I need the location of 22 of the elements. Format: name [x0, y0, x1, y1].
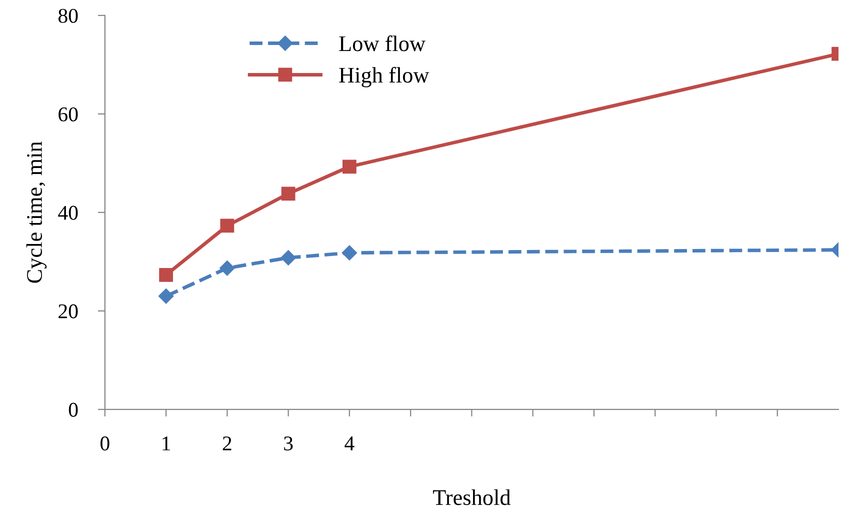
- x-tick-label: 1: [162, 436, 170, 450]
- point: [158, 288, 174, 304]
- point: [220, 260, 235, 276]
- y-tick-label: 0: [68, 402, 78, 417]
- x-tick-label: 3: [284, 436, 293, 450]
- point: [342, 160, 356, 174]
- point: [220, 218, 234, 233]
- point: [280, 250, 296, 266]
- y-tick-label: 40: [58, 206, 78, 220]
- y-axis-title: Cycle time, min: [26, 141, 47, 283]
- x-tick-label: 4: [344, 436, 354, 450]
- x-axis-title: Treshold: [433, 489, 511, 506]
- point: [159, 268, 173, 282]
- point: [281, 186, 296, 201]
- y-tick-label: 60: [58, 107, 78, 122]
- y-tick-label: 20: [58, 304, 78, 318]
- legend-label: High flow: [339, 66, 430, 88]
- x-tick-label: 0: [100, 436, 110, 450]
- point: [342, 245, 358, 260]
- y-tick-label: 80: [58, 8, 78, 23]
- legend-label: Low flow: [339, 35, 426, 52]
- x-tick-label: 2: [222, 436, 232, 450]
